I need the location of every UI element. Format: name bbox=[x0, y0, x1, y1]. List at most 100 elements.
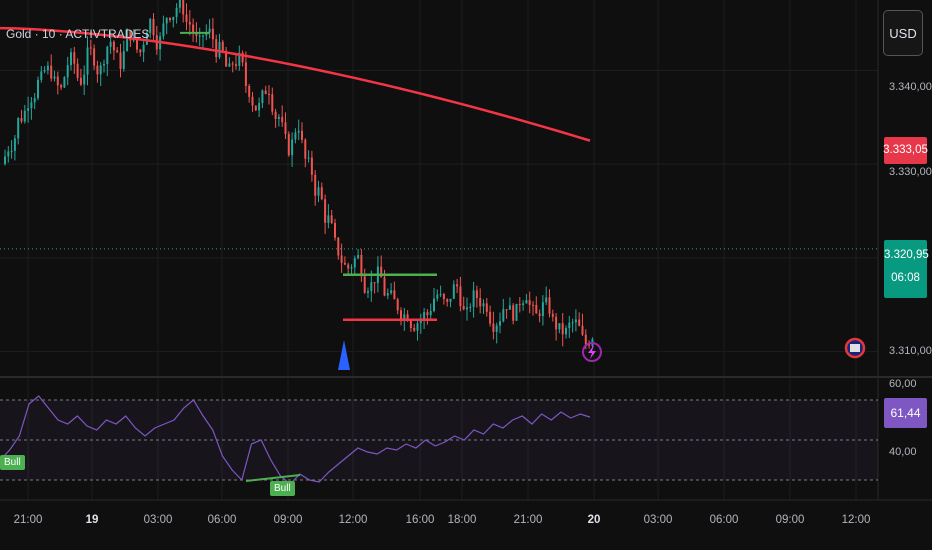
candle-body bbox=[185, 14, 188, 22]
candle-body bbox=[202, 35, 204, 37]
candle-body bbox=[218, 41, 221, 58]
time-label-13: 12:00 bbox=[841, 514, 871, 526]
candle-body bbox=[541, 302, 544, 317]
candle-body bbox=[396, 299, 399, 311]
candle-body bbox=[165, 17, 168, 24]
candle-body bbox=[244, 62, 247, 87]
candle-body bbox=[347, 264, 350, 269]
candle-body bbox=[472, 290, 475, 307]
candle-body bbox=[63, 77, 66, 88]
candle-body bbox=[241, 52, 244, 63]
rsi-line bbox=[0, 395, 591, 485]
currency-button[interactable]: USD bbox=[883, 10, 923, 56]
candle-body bbox=[482, 303, 485, 307]
candle-body bbox=[4, 156, 6, 165]
candle-body bbox=[360, 254, 363, 277]
candle-body bbox=[221, 41, 224, 51]
rsi-divergence-line bbox=[245, 474, 301, 482]
candle-body bbox=[413, 327, 416, 331]
candle-body bbox=[258, 103, 261, 111]
candle-body bbox=[446, 299, 449, 302]
candle-body bbox=[274, 111, 277, 119]
candle-body bbox=[459, 286, 462, 307]
candle-body bbox=[50, 65, 53, 79]
moving-average-line bbox=[0, 26, 591, 142]
candle-body bbox=[112, 41, 115, 51]
candle-body bbox=[53, 76, 56, 79]
time-label-9: 20 bbox=[587, 514, 601, 526]
time-label-7: 18:00 bbox=[447, 514, 477, 526]
time-label-6: 16:00 bbox=[405, 514, 435, 526]
candle-body bbox=[301, 130, 303, 140]
candle-body bbox=[400, 310, 402, 320]
candle-body bbox=[512, 305, 515, 321]
ma-price-tag: 3.333,05 bbox=[883, 137, 928, 164]
candle-body bbox=[235, 64, 237, 67]
candle-body bbox=[545, 297, 548, 303]
candle-body bbox=[380, 266, 383, 278]
candle-body bbox=[231, 63, 234, 65]
time-label-3: 06:00 bbox=[207, 514, 237, 526]
candle-body bbox=[211, 28, 214, 40]
candle-body bbox=[7, 151, 10, 157]
rsi-tick-60: 60,00 bbox=[889, 378, 917, 390]
candle-body bbox=[33, 98, 36, 103]
time-label-1: 19 bbox=[85, 514, 99, 526]
candle-body bbox=[340, 255, 343, 263]
candle-body bbox=[327, 215, 330, 223]
candle-body bbox=[551, 313, 554, 317]
candle-body bbox=[502, 309, 505, 322]
candle-body bbox=[215, 39, 218, 58]
candle-body bbox=[363, 276, 366, 293]
grid-lines bbox=[0, 0, 932, 501]
candle-body bbox=[83, 74, 86, 85]
candle-body bbox=[548, 297, 551, 314]
candle-body bbox=[307, 157, 310, 159]
candle-body bbox=[76, 63, 79, 78]
candle-body bbox=[442, 294, 445, 300]
candle-body bbox=[304, 139, 307, 159]
candle-body bbox=[350, 267, 353, 269]
rsi-bull-label-2: Bull bbox=[270, 481, 295, 496]
time-label-8: 21:00 bbox=[513, 514, 543, 526]
rsi-bull-label-1: Bull bbox=[0, 455, 25, 470]
candle-body bbox=[99, 65, 102, 75]
candle-body bbox=[60, 85, 63, 88]
candle-body bbox=[172, 16, 175, 21]
candle-body bbox=[584, 334, 587, 345]
candle-body bbox=[419, 320, 422, 324]
candle-body bbox=[571, 322, 574, 324]
candle-body bbox=[79, 77, 82, 85]
candle-body bbox=[330, 215, 333, 224]
candle-body bbox=[142, 44, 145, 53]
candle-body bbox=[386, 293, 389, 296]
time-label-2: 03:00 bbox=[143, 514, 173, 526]
candle-body bbox=[297, 130, 300, 133]
candle-body bbox=[403, 314, 406, 320]
candle-body bbox=[479, 297, 482, 307]
candle-body bbox=[152, 18, 155, 36]
event-lightning-icon bbox=[582, 342, 602, 362]
candle-body bbox=[535, 304, 538, 314]
candle-body bbox=[324, 199, 327, 223]
candle-body bbox=[287, 133, 290, 156]
candle-body bbox=[162, 23, 165, 37]
flag-stripes bbox=[850, 344, 860, 352]
candle-body bbox=[169, 17, 171, 21]
candle-body bbox=[129, 30, 132, 41]
candle-body bbox=[532, 304, 534, 306]
candle-body bbox=[175, 7, 178, 17]
candle-body bbox=[20, 118, 23, 122]
candle-body bbox=[205, 32, 208, 36]
time-label-11: 06:00 bbox=[709, 514, 739, 526]
buy-signal-marker bbox=[338, 340, 350, 370]
candle-body bbox=[126, 30, 129, 52]
candle-body bbox=[508, 305, 511, 310]
candle-body bbox=[558, 323, 561, 330]
candle-body bbox=[436, 294, 439, 299]
candle-body bbox=[40, 71, 43, 80]
candle-body bbox=[426, 312, 429, 316]
candle-body bbox=[314, 174, 317, 196]
candle-body bbox=[56, 76, 59, 86]
